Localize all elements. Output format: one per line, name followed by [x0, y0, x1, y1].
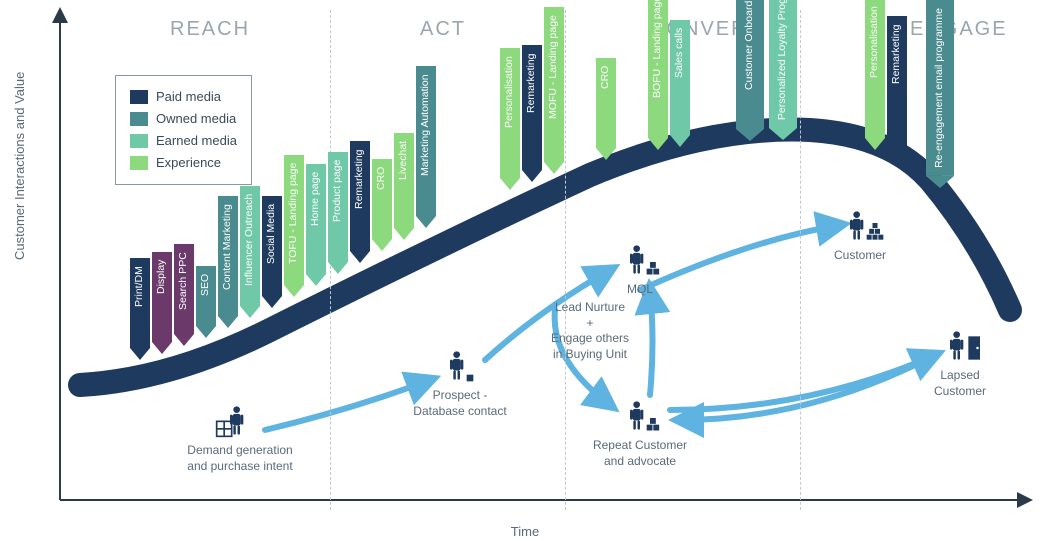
phase-label-engage: ENGAGE	[910, 18, 1008, 41]
channel-tag: CRO	[372, 159, 392, 251]
channel-tag: TOFU - Landing page	[284, 155, 304, 297]
phase-divider	[565, 10, 566, 510]
channel-tag: BOFU - Landing page	[648, 0, 668, 150]
persona-label-prospect: Prospect -Database contact	[400, 388, 520, 419]
channel-tag: Personalisation	[865, 0, 885, 150]
legend: Paid mediaOwned mediaEarned mediaExperie…	[115, 75, 252, 185]
channel-tag: Personalisation	[500, 48, 520, 190]
channel-tag: MOFU - Landing page	[544, 7, 564, 174]
persona-customer	[835, 210, 885, 251]
channel-tag: Marketing Automation	[416, 66, 436, 228]
persona-label-mql: MQL	[580, 282, 700, 298]
persona-label-lapsed: LapsedCustomer	[900, 368, 1020, 399]
legend-item: Paid media	[130, 86, 237, 108]
y-axis-label: Customer Interactions and Value	[12, 72, 27, 260]
persona-demand	[215, 405, 265, 446]
channel-tag: Content Marketing	[218, 196, 238, 328]
channel-tag: Social Media	[262, 196, 282, 308]
phase-label-act: ACT	[420, 18, 466, 41]
channel-tag: Personalized Loyalty Program	[769, 0, 797, 140]
channel-tag: Influencer Outreach	[240, 186, 260, 318]
channel-tag: Sales calls	[670, 20, 690, 147]
persona-label-customer: Customer	[800, 248, 920, 264]
persona-lapsed	[935, 330, 985, 371]
channel-tag: CRO	[596, 58, 616, 160]
lifecycle-diagram: REACHACTCONVERTENGAGE Paid mediaOwned me…	[50, 10, 1030, 510]
legend-item: Experience	[130, 152, 237, 174]
channel-tag: Home page	[306, 164, 326, 286]
channel-tag: Remarketing	[887, 16, 907, 158]
channel-tag: Search PPC	[174, 244, 194, 346]
phase-label-reach: REACH	[170, 18, 250, 41]
persona-prospect	[435, 350, 485, 391]
persona-repeat	[615, 400, 665, 441]
persona-label-repeat: Repeat Customerand advocate	[580, 438, 700, 469]
channel-tag: Remarketing	[522, 45, 542, 182]
legend-item: Owned media	[130, 108, 237, 130]
channel-tag: Product page	[328, 152, 348, 274]
channel-tag: SEO	[196, 266, 216, 338]
persona-label-demand: Demand generationand purchase intent	[180, 443, 300, 474]
channel-tag: Print/DM	[130, 258, 150, 360]
lead-nurture-text: Lead Nurture+Engage othersin Buying Unit	[535, 300, 645, 362]
channel-tag: Display	[152, 252, 172, 354]
x-axis-label: Time	[511, 524, 539, 539]
persona-mql	[615, 244, 665, 285]
channel-tag: Livechat	[394, 133, 414, 240]
channel-tag: Remarketing	[350, 141, 370, 263]
channel-tag: Re-engagement email programme	[926, 0, 954, 188]
channel-tag: Customer Onboarding	[736, 0, 764, 141]
legend-item: Earned media	[130, 130, 237, 152]
